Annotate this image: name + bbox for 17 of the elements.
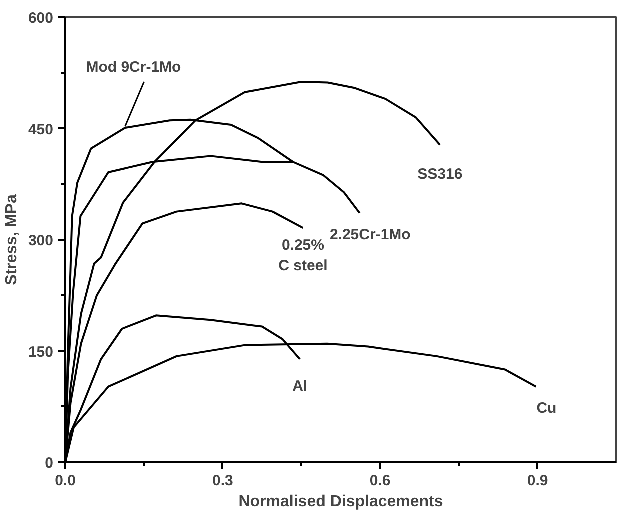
y-tick-label: 0 bbox=[45, 455, 54, 472]
x-tick-label: 0.6 bbox=[370, 472, 391, 490]
y-tick-label: 150 bbox=[28, 344, 54, 361]
x-tick-label: 0.9 bbox=[527, 472, 548, 490]
series-label: SS316 bbox=[418, 166, 463, 183]
series-label: Cu bbox=[536, 400, 557, 418]
x-tick-label: 0.3 bbox=[212, 472, 234, 490]
series-label: Al bbox=[292, 378, 308, 395]
y-tick-label: 300 bbox=[28, 232, 54, 250]
text: Mod 9Cr-1Mo bbox=[86, 59, 182, 76]
y-axis-title: Stress, MPa bbox=[3, 194, 20, 286]
y-tick-label: 450 bbox=[28, 121, 54, 138]
x-axis-title: Normalised Displacements bbox=[238, 494, 444, 510]
series-label: 0.25% C steel bbox=[278, 237, 328, 274]
x-tick-label: 0.0 bbox=[55, 472, 76, 490]
series-label: 2.25Cr-1Mo bbox=[330, 226, 411, 244]
y-tick-label: 600 bbox=[28, 10, 54, 27]
